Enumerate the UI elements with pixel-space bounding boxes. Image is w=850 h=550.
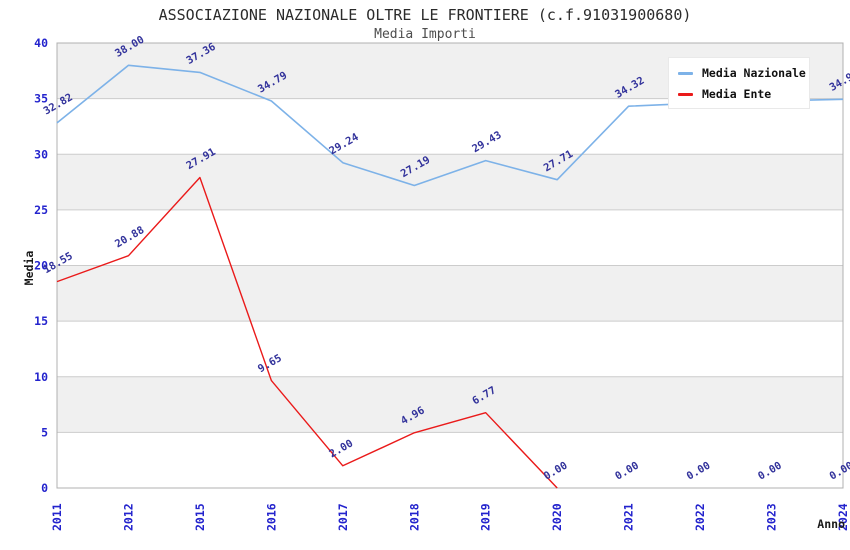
plot-band [57,432,843,488]
x-tick-label: 2019 [479,503,493,531]
plot-border [56,42,844,489]
y-tick-label: 10 [34,370,48,384]
x-tick-label: 2016 [264,503,278,531]
plot-band [57,209,843,266]
y-tick-label: 40 [34,36,48,50]
y-tick-label: 15 [34,314,48,328]
x-tick-label: 2020 [550,503,564,531]
series-line-media-ente [56,176,558,489]
x-tick-label: 2017 [336,503,350,531]
x-tick-label: 2018 [407,503,421,531]
legend: Media Nazionale Media Ente [668,57,810,109]
y-tick-label: 30 [34,147,48,161]
chart-subtitle: Media Importi [374,27,476,42]
legend-label-media-nazionale: Media Nazionale [702,66,806,80]
x-tick-label: 2011 [50,503,64,531]
y-tick-label: 25 [34,203,48,217]
y-tick-label: 35 [34,92,48,106]
legend-label-media-ente: Media Ente [702,87,772,101]
x-tick-label: 2012 [121,503,135,531]
y-tick-label: 0 [41,481,48,495]
y-axis-title: Media [22,250,36,286]
legend-item-media-ente: Media Ente [678,87,800,101]
x-tick-label: 2015 [193,503,207,531]
plot-band [57,154,843,210]
plot-band [57,265,843,322]
x-tick-label: 2024 [836,503,850,531]
plot-band [57,376,843,433]
x-tick-label: 2021 [622,503,636,531]
media-ente-line-swatch [678,92,693,96]
legend-item-media-nazionale: Media Nazionale [678,66,806,80]
x-axis-title: Anno [817,517,845,531]
x-tick-label: 2023 [765,503,779,531]
y-tick-label: 5 [41,425,48,439]
y-tick-label: 20 [34,259,48,273]
media-nazionale-line-swatch [678,71,693,75]
plot-band [57,321,843,377]
chart-title: ASSOCIAZIONE NAZIONALE OLTRE LE FRONTIER… [158,6,692,24]
x-tick-label: 2022 [693,503,707,531]
